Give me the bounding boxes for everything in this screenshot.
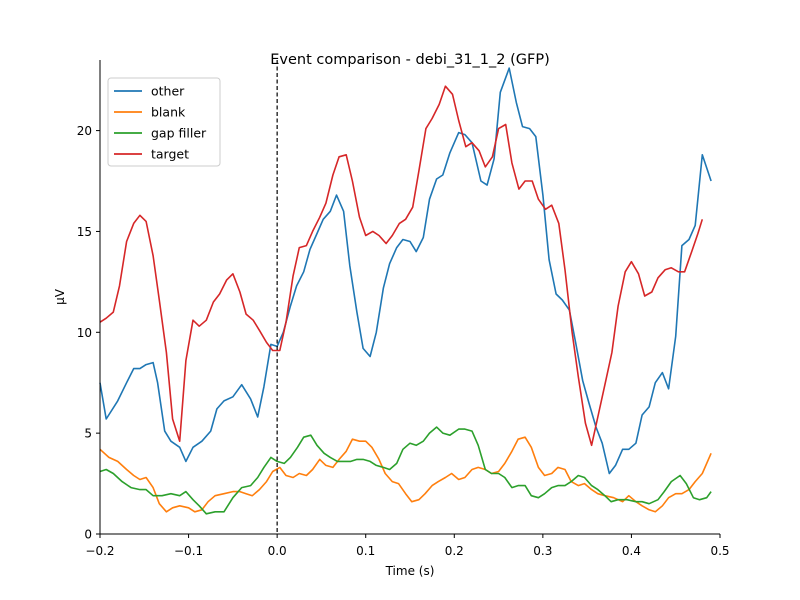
legend: other blank gap filler target: [107, 77, 221, 167]
x-tick-label: 0.5: [710, 544, 729, 558]
chart-title: Event comparison - debi_31_1_2 (GFP): [270, 52, 550, 68]
x-tick-label: 0.4: [622, 544, 641, 558]
y-tick-label: 15: [77, 225, 92, 239]
plot-area: [99, 60, 712, 534]
x-tick-label: 0.1: [356, 544, 375, 558]
series-line-target: [99, 85, 704, 447]
series-line-gap-filler: [99, 426, 712, 515]
legend-label: target: [151, 147, 189, 162]
legend-label: gap filler: [151, 126, 207, 141]
series-line-other: [99, 67, 712, 475]
legend-label: blank: [151, 105, 186, 120]
legend-label: other: [151, 84, 185, 99]
x-tick-label: 0.2: [445, 544, 464, 558]
y-tick-label: 5: [84, 427, 92, 441]
y-axis-label: µV: [53, 288, 67, 305]
x-tick-label: −0.1: [174, 544, 203, 558]
y-tick-label: 0: [84, 528, 92, 542]
x-tick-label: 0.0: [268, 544, 287, 558]
y-tick-label: 10: [77, 326, 92, 340]
x-tick-label: −0.2: [85, 544, 114, 558]
y-tick-label: 20: [77, 124, 92, 138]
y-ticks: 0 5 10 15 20: [77, 124, 100, 542]
legend-box: [107, 77, 221, 167]
x-tick-label: 0.3: [533, 544, 552, 558]
x-ticks: −0.2 −0.1 0.0 0.1 0.2 0.3 0.4 0.5: [85, 534, 730, 558]
axes: −0.2 −0.1 0.0 0.1 0.2 0.3 0.4 0.5 0 5 10 15 20: [77, 60, 730, 558]
x-axis-label: Time (s): [385, 564, 435, 578]
